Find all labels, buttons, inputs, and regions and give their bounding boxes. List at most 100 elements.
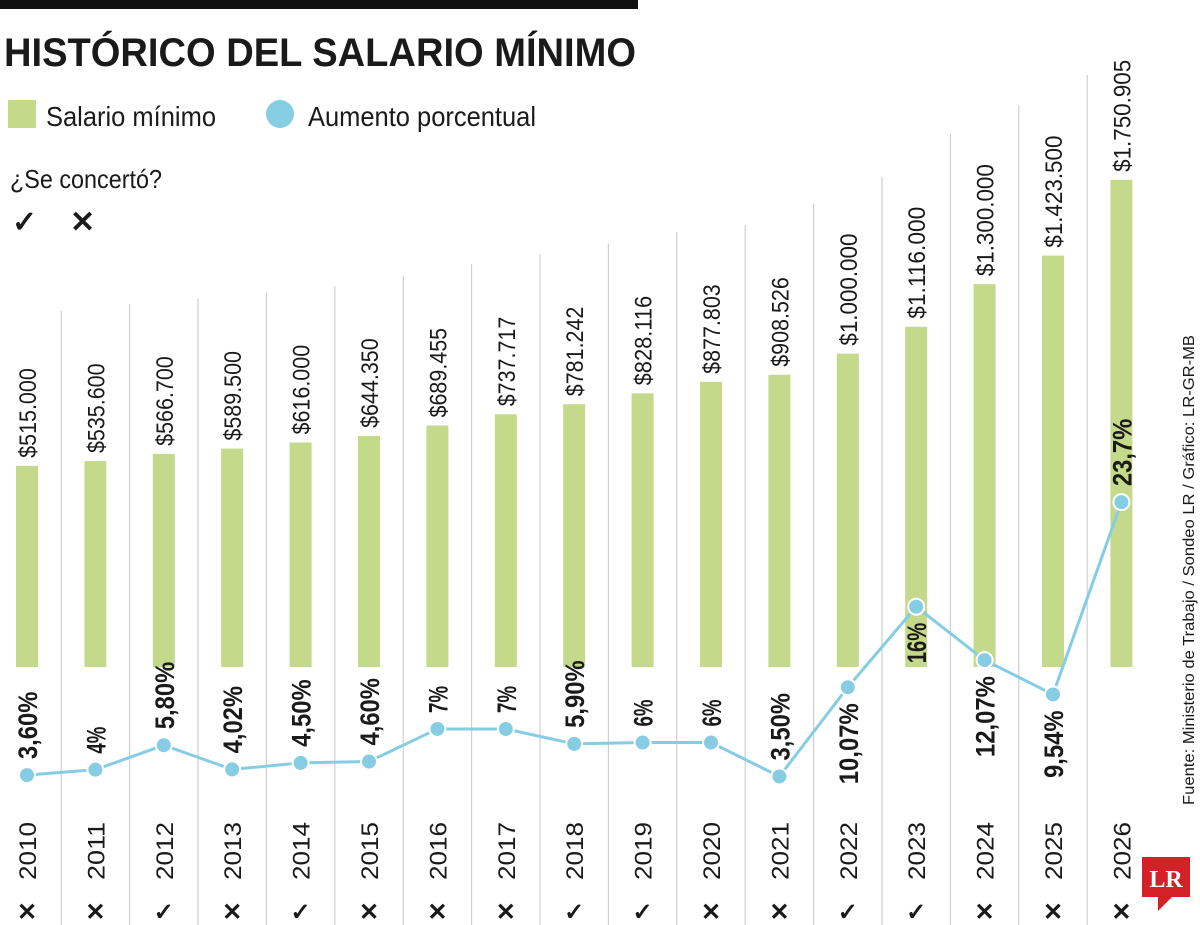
agreement-label: ¿Se concertó? — [10, 164, 162, 194]
bar — [494, 414, 517, 667]
line-value-label: 4,02% — [218, 686, 248, 754]
bar — [289, 442, 312, 667]
line-point — [1044, 685, 1062, 704]
legend-label: Salario mínimo — [46, 101, 216, 132]
line-value-label: 3,60% — [13, 692, 43, 760]
agreement-symbol: ✕ — [1111, 899, 1131, 925]
bar-value-label: $1.423.500 — [1041, 136, 1068, 248]
line-value-label: 10,07% — [834, 703, 864, 784]
x-tick-label: 2014 — [289, 822, 316, 880]
agreement-symbol: ✓ — [12, 206, 37, 239]
x-tick-label: 2024 — [973, 822, 1000, 880]
line-point — [291, 753, 310, 772]
agreement-symbol: ✕ — [359, 899, 379, 925]
line-point — [633, 733, 652, 752]
x-tick-label: 2025 — [1041, 822, 1068, 880]
line-point — [838, 678, 857, 697]
agreement-symbol: ✓ — [838, 899, 858, 925]
line-point — [223, 760, 242, 779]
bar-value-label: $1.300.000 — [973, 164, 1000, 276]
x-tick-label: 2023 — [904, 822, 931, 880]
x-tick-label: 2010 — [15, 822, 42, 880]
source: Fuente: Ministerio de Trabajo / Sondeo L… — [1181, 335, 1198, 805]
line-point — [428, 719, 447, 738]
line-value-label: 9,54% — [1039, 710, 1069, 778]
bar — [836, 353, 859, 667]
line-value-label: 6% — [629, 700, 659, 727]
bar-value-label: $1.116.000 — [904, 207, 931, 319]
bar-value-label: $828.116 — [631, 296, 658, 386]
line-point — [496, 719, 515, 738]
agreement-symbol: ✓ — [154, 899, 174, 925]
line-value-label: 6% — [697, 700, 727, 727]
bar-value-label: $908.526 — [767, 277, 794, 367]
bar-value-label: $644.350 — [357, 338, 384, 428]
line-point — [1112, 493, 1131, 512]
agreement-symbol: ✕ — [701, 899, 721, 925]
bar-value-label: $737.717 — [494, 317, 521, 407]
bar — [426, 425, 449, 667]
line-value-label: 4,60% — [355, 678, 385, 746]
bar-value-label: $1.000.000 — [836, 234, 863, 346]
bar — [358, 435, 380, 667]
bar — [973, 284, 996, 667]
line-value-label: 5,80% — [150, 662, 180, 730]
x-tick-label: 2020 — [699, 822, 726, 880]
agreement-symbol: ✕ — [85, 899, 105, 925]
x-tick-label: 2018 — [562, 822, 589, 880]
bar-value-label: $515.000 — [15, 368, 42, 458]
x-tick-label: 2019 — [631, 822, 658, 880]
line-value-label: 4,50% — [287, 679, 317, 747]
line-point — [975, 651, 994, 670]
x-tick-label: 2021 — [767, 822, 794, 880]
bar-value-label: $1.750.905 — [1109, 60, 1136, 172]
agreement-symbol: ✕ — [222, 899, 242, 925]
bar-value-label: $589.500 — [220, 351, 247, 441]
agreement-symbol: ✓ — [633, 899, 653, 925]
x-tick-label: 2012 — [152, 822, 179, 880]
legend-swatch-bar — [8, 100, 36, 128]
bar-value-label: $616.000 — [289, 345, 316, 435]
line-value-label: 5,90% — [560, 660, 590, 728]
line-point — [86, 760, 105, 779]
line-value-label: 4% — [81, 727, 111, 754]
logo-shape — [1142, 857, 1190, 911]
bar-value-label: $535.600 — [83, 363, 110, 453]
bar — [1042, 255, 1064, 667]
bar — [16, 465, 38, 667]
bar-value-label: $877.803 — [699, 284, 726, 374]
agreement-symbol: ✕ — [427, 899, 447, 925]
line-value-label: 7% — [423, 686, 453, 713]
x-tick-label: 2011 — [83, 822, 110, 880]
agreement-symbol: ✕ — [1043, 899, 1063, 925]
x-tick-label: 2013 — [220, 822, 247, 880]
line-point — [907, 597, 926, 616]
x-tick-label: 2022 — [836, 822, 863, 880]
title-rule — [0, 0, 638, 9]
bar-value-label: $566.700 — [152, 356, 179, 446]
bar-value-label: $781.242 — [562, 307, 589, 397]
agreement-symbol: ✕ — [975, 899, 995, 925]
bar — [768, 374, 791, 667]
line-value-label: 16% — [902, 623, 932, 664]
agreement-symbol: ✓ — [564, 899, 584, 925]
line-point — [154, 736, 173, 755]
agreement-symbol: ✕ — [17, 899, 37, 925]
line-value-label: 7% — [492, 686, 522, 713]
x-tick-label: 2016 — [425, 822, 452, 880]
chart-title: HISTÓRICO DEL SALARIO MÍNIMO — [4, 29, 636, 75]
x-tick-label: 2026 — [1109, 822, 1136, 880]
x-tick-label: 2017 — [494, 822, 521, 880]
bar — [563, 404, 586, 667]
legend-swatch-line — [266, 100, 294, 128]
line-point — [18, 766, 36, 785]
agreement-symbol: ✕ — [70, 206, 95, 239]
agreement-symbol: ✓ — [906, 899, 926, 925]
bar — [221, 448, 244, 667]
bar-value-label: $689.455 — [425, 328, 452, 418]
bar — [700, 381, 722, 667]
agreement-symbol: ✓ — [291, 899, 311, 925]
line-value-label: 3,50% — [765, 693, 795, 761]
x-tick-label: 2015 — [357, 822, 384, 880]
